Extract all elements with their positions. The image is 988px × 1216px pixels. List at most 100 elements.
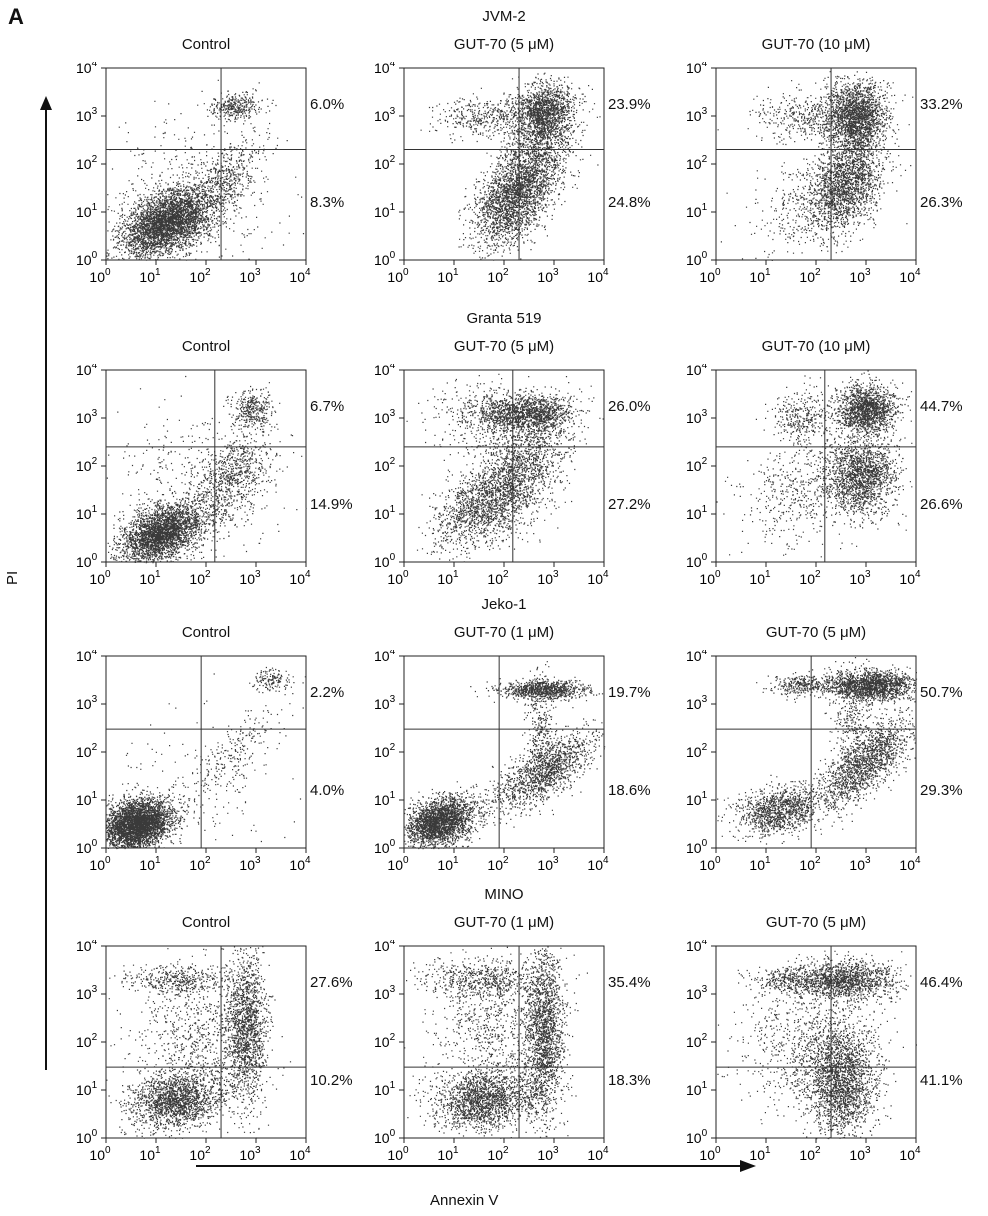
y-tick-label: 102: [374, 1032, 396, 1050]
lower-right-percentage: 18.3%: [608, 1072, 651, 1089]
x-tick-label: 103: [849, 569, 871, 587]
scatter-points: [106, 666, 306, 850]
scatter-points: [717, 657, 918, 845]
x-axis-label: Annexin V: [430, 1192, 499, 1209]
x-axis-arrowhead: [740, 1160, 756, 1172]
x-tick-label: 101: [437, 267, 459, 285]
plot-frame: [403, 67, 605, 261]
x-tick-label: 104: [899, 569, 921, 587]
x-tick-label: 104: [587, 569, 609, 587]
x-tick-label: 100: [387, 1145, 409, 1163]
lower-right-percentage: 24.8%: [608, 194, 651, 211]
y-tick-label: 102: [374, 456, 396, 474]
event-points: [717, 950, 917, 1140]
event-points: [106, 79, 305, 261]
x-tick-label: 102: [799, 267, 821, 285]
upper-right-percentage: 50.7%: [920, 684, 963, 701]
x-tick-label: 103: [239, 267, 261, 285]
x-tick-label: 100: [387, 855, 409, 873]
x-tick-label: 102: [799, 1145, 821, 1163]
y-tick-label: 102: [374, 154, 396, 172]
upper-right-percentage: 46.4%: [920, 974, 963, 991]
y-tick-label: 101: [374, 1080, 396, 1098]
y-tick-label: 102: [686, 742, 708, 760]
scatter-points: [106, 946, 292, 1139]
y-tick-label: 100: [76, 1128, 98, 1146]
y-tick-label: 102: [374, 742, 396, 760]
scatter-points: [404, 946, 588, 1139]
y-tick-label: 104: [686, 650, 708, 664]
x-tick-label: 100: [699, 569, 721, 587]
y-tick-label: 103: [374, 694, 396, 712]
upper-right-percentage: 33.2%: [920, 96, 963, 113]
x-tick-label: 102: [189, 267, 211, 285]
x-tick-label: 101: [749, 569, 771, 587]
scatter-points: [717, 950, 917, 1140]
plot-title: GUT-70 (10 μM): [761, 36, 871, 53]
plot-title: Control: [181, 914, 231, 931]
y-tick-label: 101: [76, 202, 98, 220]
y-tick-label: 102: [686, 1032, 708, 1050]
x-tick-label: 100: [89, 569, 111, 587]
x-tick-label: 102: [189, 855, 211, 873]
y-tick-label: 103: [686, 106, 708, 124]
y-tick-label: 104: [686, 364, 708, 378]
group-title: MINO: [484, 886, 524, 903]
y-tick-label: 101: [686, 202, 708, 220]
plot-title: GUT-70 (5 μM): [453, 36, 555, 53]
scatter-points: [716, 370, 913, 558]
upper-right-percentage: 27.6%: [310, 974, 353, 991]
lower-right-percentage: 18.6%: [608, 782, 651, 799]
x-tick-label: 104: [587, 1145, 609, 1163]
y-tick-label: 102: [76, 1032, 98, 1050]
x-tick-label: 104: [289, 1145, 311, 1163]
group-title: Granta 519: [466, 310, 542, 327]
plot-title: GUT-70 (10 μM): [761, 338, 871, 355]
x-tick-label: 104: [289, 855, 311, 873]
y-tick-label: 103: [374, 106, 396, 124]
scatter-points: [420, 72, 601, 261]
y-tick-label: 101: [76, 504, 98, 522]
event-points: [420, 72, 601, 261]
x-tick-label: 100: [387, 267, 409, 285]
y-tick-label: 100: [686, 838, 708, 856]
x-tick-label: 100: [699, 267, 721, 285]
upper-right-percentage: 6.7%: [310, 398, 345, 415]
x-tick-label: 101: [139, 267, 161, 285]
y-tick-label: 103: [76, 694, 98, 712]
y-tick-label: 101: [374, 790, 396, 808]
x-tick-label: 103: [239, 569, 261, 587]
group-title: Jeko-1: [481, 596, 527, 613]
plot-title: Control: [181, 624, 231, 641]
upper-right-percentage: 19.7%: [608, 684, 651, 701]
y-tick-label: 103: [686, 408, 708, 426]
x-tick-label: 101: [437, 1145, 459, 1163]
x-tick-label: 102: [487, 267, 509, 285]
event-points: [406, 373, 604, 563]
x-tick-label: 101: [437, 855, 459, 873]
x-tick-label: 104: [289, 569, 311, 587]
scatter-points: [406, 373, 604, 563]
lower-right-percentage: 27.2%: [608, 496, 651, 513]
group-title: JVM-2: [482, 8, 526, 25]
x-tick-label: 101: [437, 569, 459, 587]
x-tick-label: 103: [537, 267, 559, 285]
x-tick-label: 101: [749, 267, 771, 285]
x-tick-label: 104: [587, 267, 609, 285]
x-tick-label: 101: [139, 855, 161, 873]
y-tick-label: 100: [374, 838, 396, 856]
lower-right-percentage: 14.9%: [310, 496, 353, 513]
y-tick-label: 101: [76, 1080, 98, 1098]
y-tick-label: 103: [374, 408, 396, 426]
y-tick-label: 100: [374, 1128, 396, 1146]
event-points: [717, 71, 914, 261]
lower-right-percentage: 29.3%: [920, 782, 963, 799]
y-tick-label: 104: [374, 650, 396, 664]
x-tick-label: 103: [537, 855, 559, 873]
y-tick-label: 104: [76, 364, 98, 378]
y-tick-label: 101: [76, 790, 98, 808]
